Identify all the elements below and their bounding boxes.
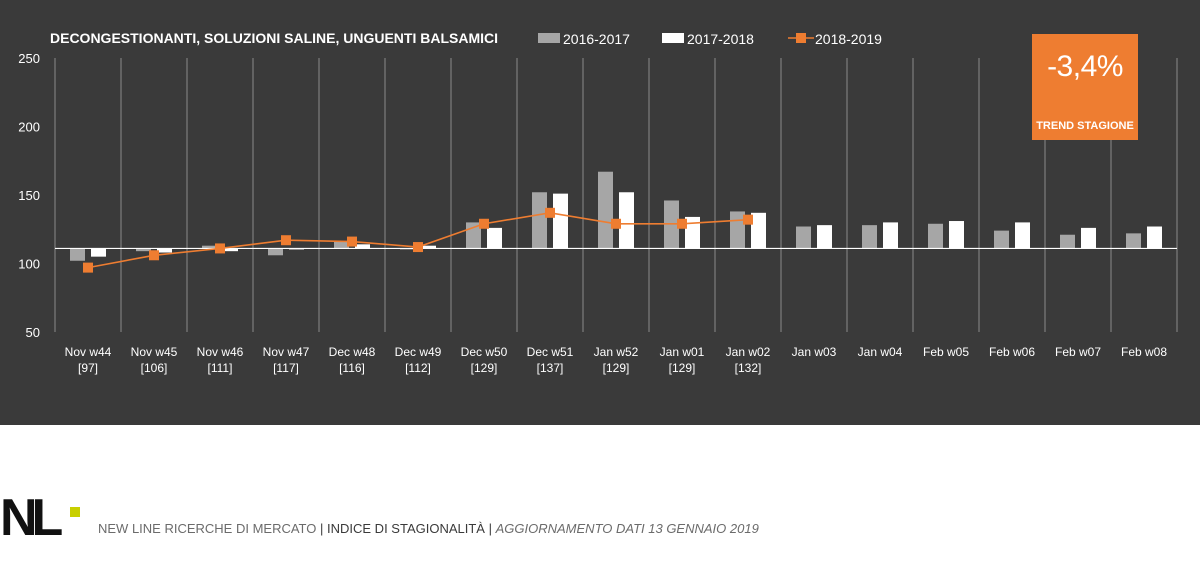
legend-label-2016-2017: 2016-2017: [563, 31, 630, 47]
x-tick-sublabel: [129]: [603, 361, 630, 375]
x-tick-label: Dec w49: [395, 345, 442, 359]
bar-2016-2017: [1126, 233, 1141, 249]
y-tick-label: 50: [26, 325, 40, 340]
x-tick-label: Dec w51: [527, 345, 574, 359]
x-tick-label: Jan w52: [594, 345, 639, 359]
footer-caption: NEW LINE RICERCHE DI MERCATO | INDICE DI…: [98, 521, 759, 536]
bar-2016-2017: [598, 171, 613, 249]
line-point-2018-2019: [281, 235, 291, 246]
x-tick-label: Nov w46: [197, 345, 244, 359]
x-tick-sublabel: [112]: [405, 361, 431, 375]
x-tick-label: Feb w05: [923, 345, 969, 359]
x-tick-label: Dec w50: [461, 345, 508, 359]
bar-2017-2018: [487, 227, 502, 249]
line-point-2018-2019: [479, 218, 489, 229]
footer-company: NEW LINE RICERCHE DI MERCATO: [98, 521, 317, 536]
x-tick-sublabel: [129]: [471, 361, 498, 375]
chart-panel: 50 100 150 200 250 Nov w44 [97] Nov w45 [106] Nov…: [0, 0, 1200, 425]
bar-2017-2018: [553, 193, 568, 249]
x-tick-sublabel: [117]: [273, 361, 299, 375]
x-tick-sublabel: [106]: [141, 361, 168, 375]
x-tick-label: Feb w06: [989, 345, 1035, 359]
bar-2017-2018: [91, 248, 106, 257]
x-tick-sublabel: [137]: [537, 361, 564, 375]
line-point-2018-2019: [413, 242, 423, 253]
bar-2016-2017: [928, 223, 943, 249]
x-tick-label: Nov w44: [65, 345, 112, 359]
x-tick-sublabel: [97]: [78, 361, 98, 375]
bar-2017-2018: [223, 248, 238, 252]
line-point-2018-2019: [743, 214, 753, 225]
x-tick-label: Nov w45: [131, 345, 178, 359]
bar-2017-2018: [355, 244, 370, 249]
bar-2017-2018: [1147, 226, 1162, 249]
x-tick-label: Jan w04: [858, 345, 903, 359]
footer-index-label: INDICE DI STAGIONALITÀ: [327, 521, 485, 536]
x-tick-sublabel: [132]: [735, 361, 762, 375]
bar-2016-2017: [268, 248, 283, 256]
line-point-2018-2019: [347, 236, 357, 247]
bar-2017-2018: [751, 212, 766, 249]
line-point-2018-2019: [611, 218, 621, 229]
x-tick-label: Dec w48: [329, 345, 376, 359]
chart-title: DECONGESTIONANTI, SOLUZIONI SALINE, UNGU…: [50, 30, 498, 46]
line-point-2018-2019: [149, 250, 159, 261]
footer-separator-1: |: [320, 521, 324, 536]
nl-logo: NL: [0, 497, 80, 537]
legend-marker-2018-2019: [796, 33, 806, 43]
legend-label-2018-2019: 2018-2019: [815, 31, 882, 47]
x-tick-label: Jan w02: [726, 345, 771, 359]
y-tick-label: 100: [18, 257, 40, 272]
bar-2016-2017: [136, 248, 151, 252]
line-point-2018-2019: [215, 243, 225, 254]
x-tick-label: Feb w07: [1055, 345, 1101, 359]
bar-2016-2017: [1060, 234, 1075, 249]
x-tick-label: Jan w01: [660, 345, 705, 359]
x-tick-sublabel: [129]: [669, 361, 696, 375]
x-tick-label: Nov w47: [263, 345, 310, 359]
x-tick-sublabel: [116]: [339, 361, 365, 375]
legend-swatch-2017-2018: [662, 33, 684, 43]
nl-logo-text: NL: [0, 497, 63, 537]
x-tick-sublabel: [111]: [208, 361, 233, 375]
line-point-2018-2019: [83, 262, 93, 273]
legend-swatch-2016-2017: [538, 33, 560, 43]
x-tick-label: Jan w03: [792, 345, 837, 359]
nl-logo-square: [70, 507, 80, 517]
bar-2016-2017: [862, 225, 877, 249]
bar-2017-2018: [619, 192, 634, 249]
y-tick-label: 250: [18, 51, 40, 66]
line-point-2018-2019: [677, 218, 687, 229]
bar-2017-2018: [421, 245, 436, 249]
bar-2017-2018: [1081, 227, 1096, 249]
trend-badge-label: TREND STAGIONE: [1036, 120, 1134, 132]
bar-2017-2018: [949, 221, 964, 249]
bar-2017-2018: [883, 222, 898, 249]
footer-update-label: AGGIORNAMENTO DATI 13 GENNAIO 2019: [495, 521, 759, 536]
bar-2016-2017: [334, 241, 349, 249]
y-tick-label: 200: [18, 120, 40, 135]
bar-2017-2018: [157, 248, 172, 253]
legend-label-2017-2018: 2017-2018: [687, 31, 754, 47]
bar-2016-2017: [994, 230, 1009, 249]
bar-2017-2018: [1015, 222, 1030, 249]
bar-2016-2017: [202, 245, 217, 249]
y-tick-label: 150: [18, 188, 40, 203]
trend-badge: -3,4% TREND STAGIONE: [1032, 34, 1138, 140]
trend-badge-value: -3,4%: [1047, 50, 1123, 83]
chart-plot: 50 100 150 200 250 Nov w44 [97] Nov w45 [106] Nov…: [18, 30, 1178, 375]
bar-2017-2018: [685, 216, 700, 249]
bar-2016-2017: [730, 211, 745, 249]
footer-separator-2: |: [488, 521, 492, 536]
bar-2016-2017: [532, 192, 547, 249]
bar-2016-2017: [70, 248, 85, 261]
bar-2016-2017: [796, 226, 811, 249]
x-tick-label: Feb w08: [1121, 345, 1167, 359]
bar-2017-2018: [817, 225, 832, 249]
line-point-2018-2019: [545, 207, 555, 218]
